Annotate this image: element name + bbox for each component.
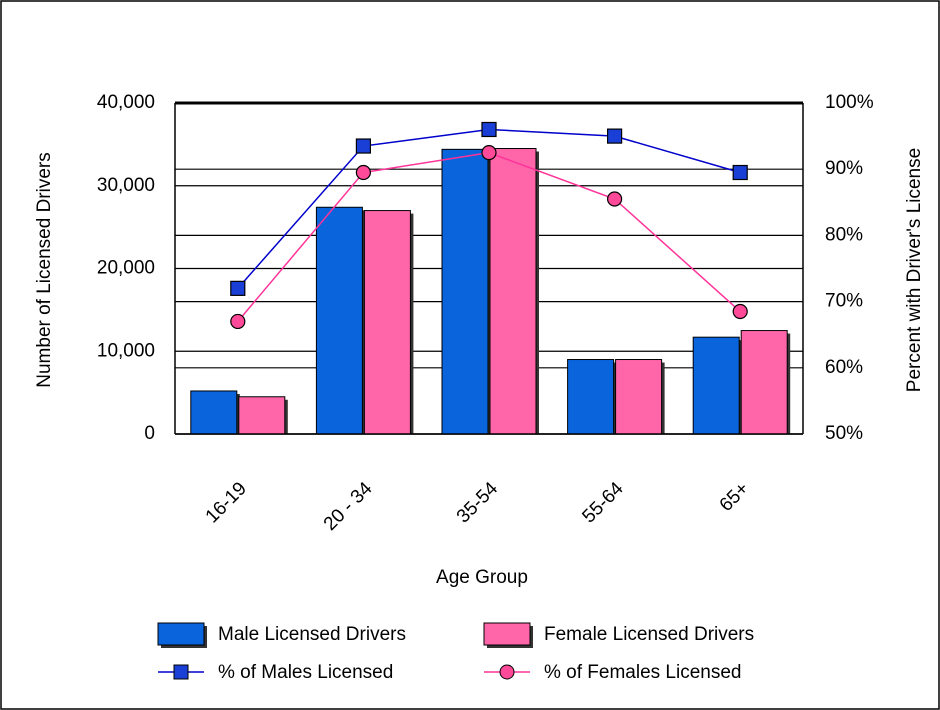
y2-tick-label: 70% [825,291,863,312]
marker [732,164,748,181]
y-tick-label: 20,000 [97,258,155,279]
y2-tick-label: 50% [825,423,863,444]
y2-tick-label: 90% [825,158,863,179]
legend-marker [173,664,189,680]
marker [355,164,371,181]
bar [363,210,411,435]
marker [230,313,246,330]
legend-swatch [157,622,205,646]
x-axis-title: Age Group [436,567,528,588]
bar [238,396,286,435]
y-tick-label: 10,000 [97,340,155,361]
legend-label: Male Licensed Drivers [218,624,406,645]
legend-marker [499,664,515,680]
marker [481,145,497,161]
y-tick-label: 40,000 [97,92,155,113]
y-axis-title: Number of Licensed Drivers [34,152,55,387]
y-tick-label: 30,000 [97,175,155,196]
bar [489,148,537,435]
bar [615,359,663,435]
legend-swatch [483,622,531,646]
y-tick-label: 0 [144,423,155,444]
legend-label: % of Males Licensed [218,662,393,683]
marker [606,191,623,207]
bar [740,330,788,435]
legend-label: % of Females Licensed [544,662,742,683]
y2-tick-label: 60% [825,357,863,378]
bar [692,336,740,435]
y2-axis-title: Percent with Driver's License [904,148,925,392]
marker [606,128,623,144]
bar [190,390,238,435]
marker [732,303,748,320]
y2-tick-label: 80% [825,224,863,245]
y2-tick-label: 100% [825,92,874,113]
marker [481,121,497,138]
legend-label: Female Licensed Drivers [544,624,754,645]
bar [315,206,363,435]
bar [567,359,615,435]
bar [441,148,489,435]
marker [355,138,371,154]
marker [230,280,246,296]
